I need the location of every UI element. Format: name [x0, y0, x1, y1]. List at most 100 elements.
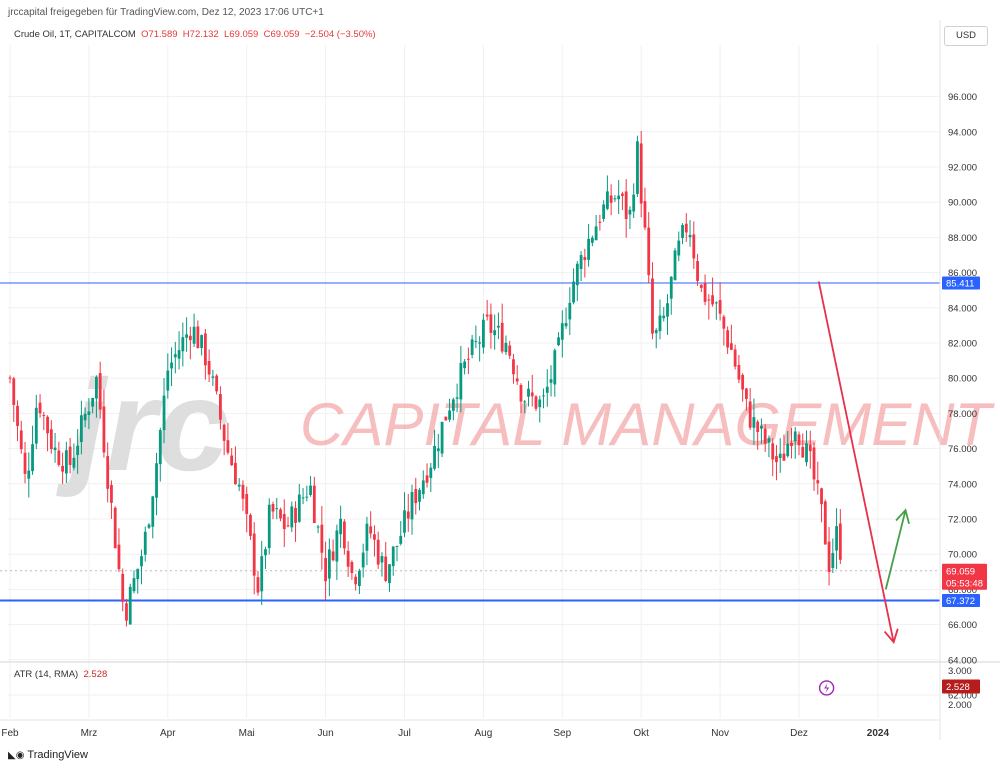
- candle-body: [793, 431, 797, 442]
- candle-body: [222, 424, 226, 441]
- candle-body: [673, 250, 677, 281]
- candle-body: [451, 399, 455, 411]
- watermark: jrc CAPITAL MANAGEMENT: [56, 352, 996, 498]
- candle-body: [418, 489, 421, 502]
- candle-body: [113, 507, 117, 549]
- candle-body: [816, 480, 820, 484]
- candle-body: [613, 198, 617, 200]
- candle-body: [658, 315, 662, 332]
- symbol-legend: Crude Oil, 1T, CAPITALCOM O71.589 H72.13…: [14, 29, 376, 40]
- candle-body: [8, 377, 12, 379]
- candle-body: [203, 333, 207, 366]
- candle-body: [173, 354, 177, 358]
- candle-body: [256, 577, 260, 593]
- horizontal-levels[interactable]: [0, 282, 940, 602]
- candle-body: [448, 410, 451, 420]
- candle-body: [482, 319, 485, 348]
- level-price-tag: 67.372: [946, 596, 975, 607]
- candle-body: [707, 299, 711, 301]
- candle-body: [572, 281, 575, 303]
- candle-body: [519, 385, 523, 402]
- candle-body: [500, 322, 504, 352]
- candle-body: [624, 191, 628, 219]
- candle-body: [339, 518, 343, 535]
- candle-body: [249, 514, 252, 536]
- candle-body: [621, 193, 624, 196]
- candle-body: [583, 257, 587, 261]
- candle-body: [557, 337, 560, 346]
- candle-body: [587, 238, 590, 260]
- candle-body: [632, 194, 636, 212]
- candle-body: [106, 456, 110, 489]
- candle-body: [463, 361, 467, 369]
- atr-label: ATR (14, RMA): [14, 669, 79, 680]
- candle-body: [440, 421, 444, 454]
- candle-body: [219, 394, 222, 420]
- price-tick-label: 76.000: [948, 444, 977, 455]
- candle-body: [714, 302, 718, 304]
- candle-body: [155, 463, 158, 498]
- candle-body: [301, 497, 305, 499]
- time-tick-label: Jun: [318, 728, 334, 739]
- candle-body: [399, 535, 403, 544]
- candle-body: [406, 511, 410, 519]
- candle-body: [748, 401, 752, 428]
- candle-body: [466, 358, 470, 360]
- time-tick-label: Feb: [1, 728, 19, 739]
- candle-body: [617, 195, 621, 200]
- price-tick-label: 68.000: [948, 585, 977, 596]
- candle-body: [369, 526, 373, 534]
- candle-body: [538, 399, 542, 408]
- price-tick-label: 78.000: [948, 409, 977, 420]
- candle-body: [669, 276, 673, 299]
- candle-body: [358, 570, 361, 587]
- candle-body: [327, 549, 331, 579]
- candle-body: [83, 413, 87, 421]
- candle-body: [643, 201, 647, 228]
- candle-body: [286, 525, 290, 527]
- candle-body: [485, 314, 489, 317]
- atr-tick-label: 2.000: [948, 700, 972, 711]
- axes: 96.000 94.000 92.000 90.000 88.000 86.000 84.0…: [0, 20, 1000, 740]
- close-value: C69.059: [263, 29, 300, 40]
- candle-body: [68, 446, 72, 465]
- candle-body: [72, 457, 76, 468]
- tradingview-logo[interactable]: ◣◉ TradingView: [8, 749, 88, 761]
- candle-body: [181, 337, 185, 352]
- candle-body: [267, 504, 271, 549]
- time-tick-label: Mrz: [81, 728, 98, 739]
- candle-body: [801, 446, 805, 458]
- candle-body: [455, 397, 459, 399]
- candle-body: [87, 411, 91, 415]
- candle-body: [421, 480, 425, 495]
- candle-body: [376, 539, 380, 565]
- candle-body: [425, 475, 429, 483]
- candle-body: [470, 339, 474, 355]
- open-value: O71.589: [141, 29, 178, 40]
- candle-body: [527, 388, 530, 397]
- candle-body: [335, 530, 339, 562]
- candle-body: [79, 415, 83, 442]
- time-tick-label: Okt: [633, 728, 649, 739]
- candle-body: [27, 470, 31, 479]
- candle-body: [530, 392, 534, 397]
- candle-body: [12, 378, 16, 405]
- level-price-tag-bg: [942, 276, 980, 290]
- level-price-tag-bg: [942, 593, 980, 607]
- candle-body: [504, 342, 508, 353]
- candle-body: [677, 240, 681, 256]
- candle-body: [226, 440, 230, 453]
- candle-body: [534, 396, 538, 409]
- currency-button[interactable]: USD: [944, 26, 988, 46]
- red-arrow-head: [883, 628, 899, 645]
- candle-body: [549, 379, 553, 383]
- time-tick-label: 2024: [867, 728, 890, 739]
- drawing-annotations[interactable]: [817, 281, 910, 696]
- candle-body: [692, 234, 696, 259]
- candle-body: [158, 430, 162, 465]
- candle-body: [57, 450, 61, 465]
- candle-body: [729, 343, 733, 350]
- candle-body: [354, 576, 358, 585]
